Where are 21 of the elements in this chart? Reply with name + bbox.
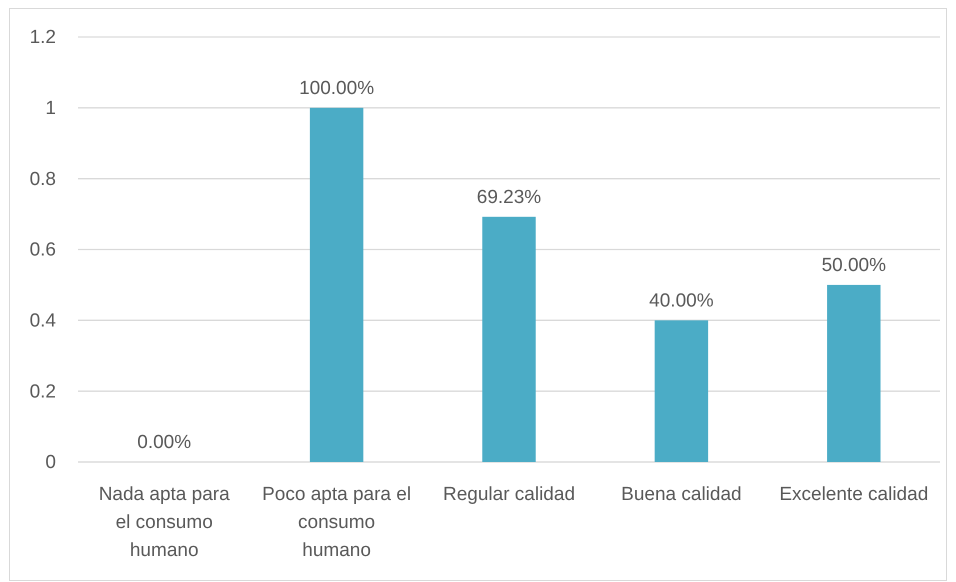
data-label: 69.23% <box>476 186 542 208</box>
bar <box>310 108 364 462</box>
bar <box>827 284 881 462</box>
y-tick-label: 0.2 <box>30 381 56 402</box>
y-tick-label: 0 <box>45 452 56 474</box>
x-tick-label: Excelente calidad <box>779 484 928 505</box>
y-tick-label: 1.2 <box>30 27 56 48</box>
data-label: 40.00% <box>649 290 714 312</box>
bar <box>482 216 536 462</box>
x-tick-label: Nada apta para el consumo humano <box>98 484 230 561</box>
bar <box>654 320 708 462</box>
x-tick-label: Regular calidad <box>442 484 576 505</box>
y-tick-label: 0.4 <box>30 310 56 332</box>
y-tick-label: 1 <box>45 98 56 119</box>
data-label: 100.00% <box>299 78 374 99</box>
y-tick-label: 0.8 <box>30 168 56 190</box>
y-tick-label: 0.6 <box>30 240 56 261</box>
data-label: 0.00% <box>137 432 192 453</box>
x-tick-label: Buena calidad <box>621 484 742 505</box>
x-tick-label: Poco apta para el consumo humano <box>262 484 412 561</box>
data-label: 50.00% <box>822 254 886 276</box>
